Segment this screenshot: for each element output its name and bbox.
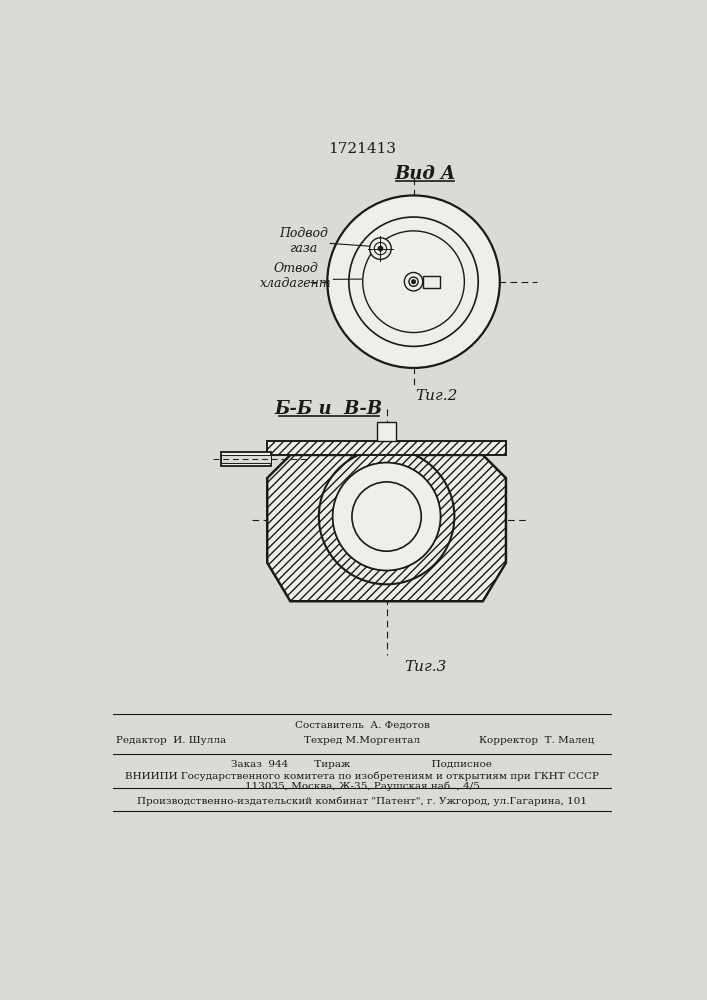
Text: Производственно-издательский комбинат "Патент", г. Ужгород, ул.Гагарина, 101: Производственно-издательский комбинат "П… (137, 797, 587, 806)
Circle shape (333, 463, 440, 570)
Circle shape (411, 280, 416, 284)
Bar (378, 422, 396, 441)
Text: 113035, Москва, Ж-35, Раушская наб.., 4/5: 113035, Москва, Ж-35, Раушская наб.., 4/… (245, 781, 479, 791)
Text: Заказ  944        Тираж                         Подписное: Заказ 944 Тираж Подписное (231, 760, 493, 769)
Circle shape (409, 277, 418, 286)
Text: 1721413: 1721413 (328, 142, 396, 156)
Text: Τиг.2: Τиг.2 (416, 389, 458, 403)
Text: Τиг.3: Τиг.3 (404, 660, 446, 674)
Text: Редактор  И. Шулла: Редактор И. Шулла (116, 736, 226, 745)
Bar (221, 452, 271, 466)
Text: ВНИИПИ Государственного комитета по изобретениям и открытиям при ГКНТ СССР: ВНИИПИ Государственного комитета по изоб… (125, 771, 599, 781)
Bar (267, 441, 506, 455)
Text: Отвод
хладагент: Отвод хладагент (260, 262, 332, 290)
Polygon shape (267, 455, 506, 601)
Circle shape (363, 231, 464, 333)
Circle shape (352, 482, 421, 551)
Bar (267, 441, 506, 455)
Circle shape (370, 238, 391, 259)
Circle shape (349, 217, 478, 346)
Text: Техред М.Моргентал: Техред М.Моргентал (304, 736, 420, 745)
Circle shape (333, 463, 440, 570)
Text: Подвод
газа: Подвод газа (279, 227, 328, 255)
Circle shape (319, 449, 455, 584)
Text: Корректор  Т. Малец: Корректор Т. Малец (479, 736, 595, 745)
Text: Вид A: Вид A (395, 165, 455, 183)
Circle shape (378, 246, 382, 251)
Circle shape (327, 195, 500, 368)
Bar (221, 455, 271, 463)
Text: Б-Б и  В-В: Б-Б и В-В (275, 400, 383, 418)
Circle shape (404, 272, 423, 291)
Text: Составитель  А. Федотов: Составитель А. Федотов (295, 721, 429, 730)
Bar (423, 276, 440, 288)
Circle shape (374, 242, 387, 255)
